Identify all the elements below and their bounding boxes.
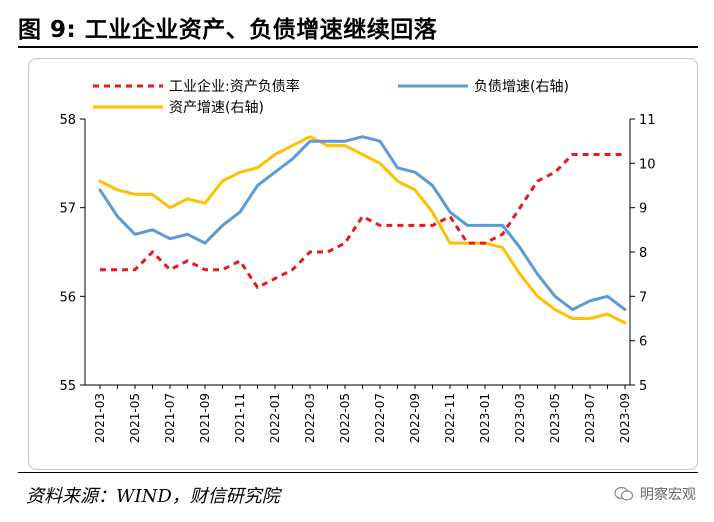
chart-frame (28, 58, 698, 470)
series-line-ratio (100, 153, 625, 289)
right-tick-label: 11 (639, 113, 656, 128)
series-line-asset (98, 135, 627, 325)
x-tick-label: 2023-03 (513, 393, 527, 443)
x-tick-label: 2023-07 (583, 393, 597, 443)
x-tick-label: 2023-09 (618, 393, 632, 443)
right-tick-label: 9 (639, 202, 647, 217)
x-tick-label: 2023-01 (478, 393, 492, 443)
left-tick-label: 57 (59, 202, 76, 217)
left-tick-label: 58 (59, 113, 76, 128)
wechat-icon (614, 486, 634, 501)
legend-label: 资产增速(右轴) (169, 100, 264, 116)
x-tick-label: 2022-11 (443, 393, 457, 443)
legend-label: 工业企业:资产负债率 (169, 78, 300, 95)
right-tick-label: 6 (639, 335, 647, 350)
bottom-rule (18, 472, 698, 473)
x-tick-label: 2022-03 (303, 393, 317, 443)
chart-area: 55 56 57 58 5 6 7 8 9 10 11 2021-03 2021-05 2021-07 20… (28, 58, 698, 470)
figure-title: 图 9: 工业企业资产、负债增速继续回落 (18, 17, 438, 43)
x-tick-label: 2022-07 (373, 393, 387, 443)
right-tick-label: 8 (639, 246, 647, 261)
right-tick-label: 10 (639, 157, 656, 172)
x-tick-label: 2022-01 (268, 393, 282, 443)
right-tick-label: 7 (639, 290, 647, 305)
x-tick-label: 2023-05 (548, 393, 562, 443)
watermark-text: 明察宏观 (640, 487, 696, 503)
source-note: 资料来源：WIND，财信研究院 (26, 486, 280, 507)
x-tick-label: 2021-07 (163, 393, 177, 443)
x-tick-label: 2022-09 (408, 393, 422, 443)
x-tick-label: 2021-09 (198, 393, 212, 443)
x-tick-label: 2021-03 (93, 393, 107, 443)
series-line-liability (98, 135, 627, 312)
series-group (98, 135, 627, 325)
left-tick-label: 56 (59, 290, 76, 305)
legend: 工业企业:资产负债率 负债增速(右轴) 资产增速(右轴) (93, 78, 569, 116)
right-tick-label: 5 (639, 379, 647, 394)
x-tick-label: 2021-11 (233, 393, 247, 443)
left-tick-label: 55 (59, 379, 76, 394)
title-rule (18, 46, 698, 48)
x-tick-label: 2022-05 (338, 393, 352, 443)
watermark: 明察宏观 (614, 484, 696, 504)
x-tick-label: 2021-05 (128, 393, 142, 443)
legend-label: 负债增速(右轴) (474, 79, 569, 95)
